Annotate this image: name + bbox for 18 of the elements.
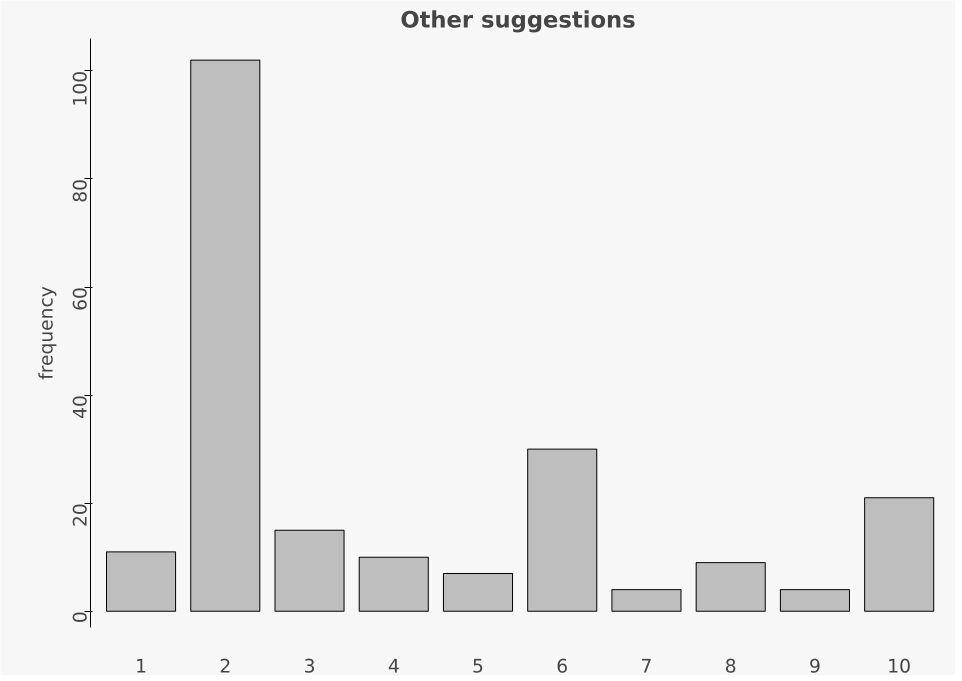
x-tick-label: 6 (556, 656, 568, 678)
y-tick-label: 0 (70, 611, 92, 624)
x-tick-label: 1 (135, 656, 147, 678)
y-tick-label: 100 (70, 70, 92, 107)
y-tick-label: 20 (70, 503, 92, 527)
y-tick-label: 80 (70, 178, 92, 203)
x-tick-label: 8 (724, 656, 737, 678)
x-tick-label: 4 (388, 656, 400, 678)
chart-title: Other suggestions (400, 8, 636, 34)
x-tick-label: 3 (304, 656, 316, 678)
x-tick-label: 9 (809, 656, 821, 678)
x-tick-label: 5 (472, 656, 484, 678)
y-axis-title: frequency (36, 286, 58, 380)
x-tick-label: 7 (640, 656, 652, 678)
x-tick-label: 2 (219, 656, 232, 678)
y-tick-label: 60 (70, 287, 92, 311)
x-tick-label: 10 (887, 656, 912, 678)
y-tick-label: 40 (70, 395, 92, 419)
